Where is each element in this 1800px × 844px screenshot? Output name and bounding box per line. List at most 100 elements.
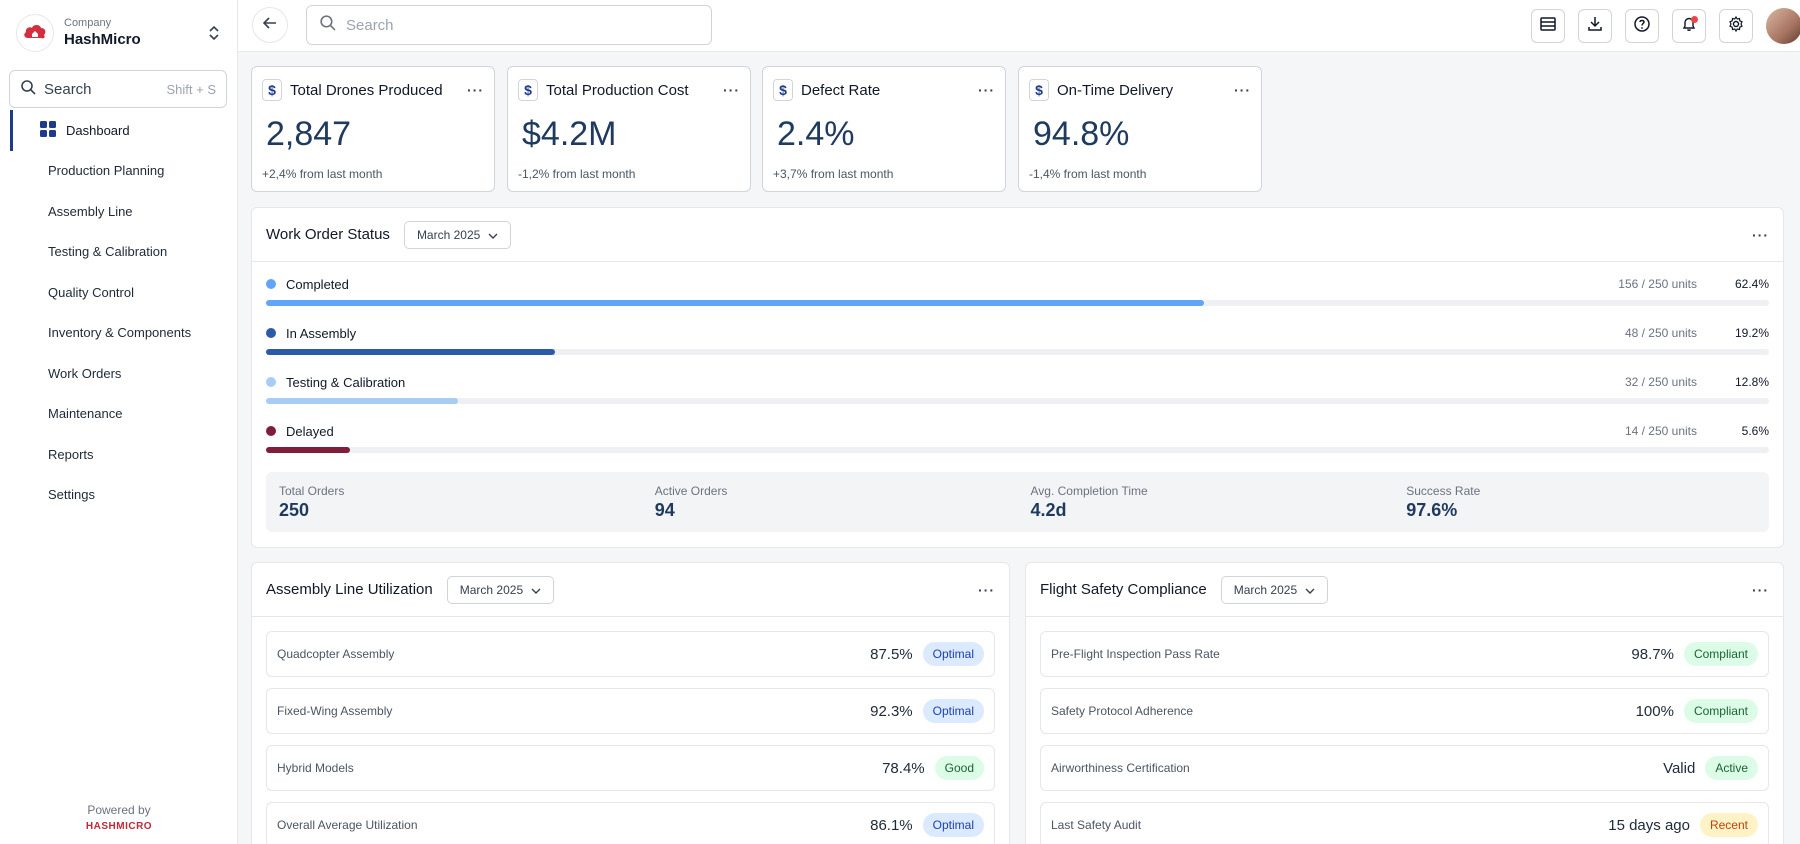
top-search-placeholder: Search bbox=[346, 16, 394, 34]
row-value: 98.7% bbox=[1631, 645, 1674, 663]
powered-by: Powered by HASHMICRO bbox=[0, 803, 238, 832]
notifications-button[interactable] bbox=[1672, 9, 1706, 43]
more-options-icon[interactable]: ··· bbox=[467, 82, 484, 98]
help-button[interactable] bbox=[1625, 9, 1659, 43]
top-search-input[interactable]: Search bbox=[306, 5, 712, 45]
more-options-icon[interactable]: ··· bbox=[723, 82, 740, 98]
search-shortcut: Shift + S bbox=[166, 81, 217, 97]
kpi-title: Total Drones Produced bbox=[290, 81, 443, 99]
chevron-up-down-icon[interactable] bbox=[204, 21, 224, 45]
table-view-button[interactable] bbox=[1531, 9, 1565, 43]
sidebar-item-testing-calibration[interactable]: Testing & Calibration bbox=[48, 244, 168, 260]
progress-track bbox=[266, 447, 1769, 453]
progress-track bbox=[266, 349, 1769, 355]
summary-value: 94 bbox=[654, 500, 675, 520]
sidebar-item-dashboard[interactable]: Dashboard bbox=[10, 110, 238, 151]
row-value: 87.5% bbox=[870, 645, 913, 663]
row-label: Overall Average Utilization bbox=[277, 818, 418, 832]
settings-button[interactable] bbox=[1719, 9, 1753, 43]
sidebar-item-settings[interactable]: Settings bbox=[48, 487, 95, 503]
sidebar-item-reports[interactable]: Reports bbox=[48, 446, 94, 462]
list-item: Fixed-Wing Assembly 92.3% Optimal bbox=[266, 688, 995, 734]
status-row-delayed: Delayed 14 / 250 units 5.6% bbox=[266, 421, 1769, 461]
sidebar-item-quality-control[interactable]: Quality Control bbox=[48, 284, 134, 300]
status-label: Testing & Calibration bbox=[286, 374, 406, 390]
status-label: In Assembly bbox=[286, 325, 357, 341]
progress-fill bbox=[266, 300, 1204, 306]
sidebar-search-input[interactable]: Search Shift + S bbox=[9, 70, 227, 108]
status-badge: Active bbox=[1705, 756, 1758, 780]
summary-label: Active Orders bbox=[654, 484, 728, 498]
company-name: HashMicro bbox=[64, 31, 141, 48]
dollar-icon: $ bbox=[518, 79, 538, 101]
list-item: Last Safety Audit 15 days ago Recent bbox=[1040, 802, 1769, 844]
status-units: 14 / 250 units bbox=[1624, 424, 1697, 438]
kpi-value: 2,847 bbox=[266, 115, 352, 153]
month-dropdown[interactable]: March 2025 bbox=[1220, 575, 1329, 604]
dollar-icon: $ bbox=[1029, 79, 1049, 101]
status-bullet bbox=[266, 328, 276, 338]
status-badge: Optimal bbox=[922, 642, 984, 666]
panel-title: Work Order Status bbox=[266, 226, 390, 243]
user-avatar[interactable] bbox=[1766, 8, 1800, 44]
summary-active-orders: Active Orders 94 bbox=[642, 472, 1018, 532]
status-units: 48 / 250 units bbox=[1624, 326, 1697, 340]
row-value: Valid bbox=[1663, 759, 1696, 777]
dollar-icon: $ bbox=[262, 79, 282, 101]
summary-label: Total Orders bbox=[279, 484, 345, 498]
row-value: 78.4% bbox=[882, 759, 925, 777]
company-switcher[interactable]: Company HashMicro bbox=[16, 12, 224, 54]
status-percent: 62.4% bbox=[1734, 277, 1769, 291]
month-label: March 2025 bbox=[459, 582, 524, 597]
kpi-title: On-Time Delivery bbox=[1057, 81, 1174, 99]
kpi-card-on-time-delivery: $ On-Time Delivery ··· 94.8% -1,4% from … bbox=[1018, 66, 1262, 192]
kpi-card-drones-produced: $ Total Drones Produced ··· 2,847 +2,4% … bbox=[251, 66, 495, 192]
sidebar-item-assembly-line[interactable]: Assembly Line bbox=[48, 203, 133, 219]
list-item: Safety Protocol Adherence 100% Compliant bbox=[1040, 688, 1769, 734]
more-options-icon[interactable]: ··· bbox=[978, 82, 995, 98]
more-options-icon[interactable]: ··· bbox=[1752, 581, 1769, 598]
row-value: 92.3% bbox=[870, 702, 913, 720]
download-icon bbox=[1587, 16, 1603, 37]
status-badge: Recent bbox=[1699, 813, 1758, 837]
month-dropdown[interactable]: March 2025 bbox=[403, 220, 512, 249]
download-button[interactable] bbox=[1578, 9, 1612, 43]
kpi-change: -1,2% from last month bbox=[518, 167, 636, 181]
list-item: Airworthiness Certification Valid Active bbox=[1040, 745, 1769, 791]
status-row-testing-calibration: Testing & Calibration 32 / 250 units 12.… bbox=[266, 372, 1769, 412]
summary-total-orders: Total Orders 250 bbox=[266, 472, 642, 532]
sidebar-item-inventory-components[interactable]: Inventory & Components bbox=[48, 325, 192, 341]
search-icon bbox=[20, 79, 36, 100]
row-label: Hybrid Models bbox=[277, 761, 354, 775]
work-order-status-panel: Work Order Status March 2025 ··· Complet… bbox=[251, 207, 1784, 548]
arrow-left-icon bbox=[262, 16, 278, 35]
kpi-change: +3,7% from last month bbox=[773, 167, 894, 181]
status-percent: 5.6% bbox=[1741, 424, 1769, 438]
sidebar-nav: Dashboard Production Planning Assembly L… bbox=[0, 110, 238, 515]
more-options-icon[interactable]: ··· bbox=[1752, 226, 1769, 243]
month-dropdown[interactable]: March 2025 bbox=[446, 575, 555, 604]
sidebar-item-production-planning[interactable]: Production Planning bbox=[48, 163, 165, 179]
row-label: Quadcopter Assembly bbox=[277, 647, 395, 661]
status-units: 156 / 250 units bbox=[1618, 277, 1697, 291]
summary-success-rate: Success Rate 97.6% bbox=[1393, 472, 1769, 532]
list-item: Overall Average Utilization 86.1% Optima… bbox=[266, 802, 995, 844]
kpi-title: Total Production Cost bbox=[546, 81, 689, 99]
more-options-icon[interactable]: ··· bbox=[1234, 82, 1251, 98]
list-item: Pre-Flight Inspection Pass Rate 98.7% Co… bbox=[1040, 631, 1769, 677]
kpi-card-defect-rate: $ Defect Rate ··· 2.4% +3,7% from last m… bbox=[762, 66, 1006, 192]
sidebar-item-work-orders[interactable]: Work Orders bbox=[48, 365, 122, 381]
sidebar-item-label: Dashboard bbox=[66, 122, 130, 138]
row-label: Fixed-Wing Assembly bbox=[277, 704, 393, 718]
sidebar: Company HashMicro Search Shift + S Dashb… bbox=[0, 0, 238, 844]
powered-by-brand: HASHMICRO bbox=[85, 821, 153, 832]
back-button[interactable] bbox=[252, 7, 288, 43]
status-bullet bbox=[266, 377, 276, 387]
status-row-completed: Completed 156 / 250 units 62.4% bbox=[266, 274, 1769, 314]
sidebar-item-maintenance[interactable]: Maintenance bbox=[48, 406, 123, 422]
top-actions bbox=[1531, 8, 1800, 44]
status-bullet bbox=[266, 279, 276, 289]
summary-value: 4.2d bbox=[1030, 500, 1067, 520]
status-row-in-assembly: In Assembly 48 / 250 units 19.2% bbox=[266, 323, 1769, 363]
more-options-icon[interactable]: ··· bbox=[978, 581, 995, 598]
